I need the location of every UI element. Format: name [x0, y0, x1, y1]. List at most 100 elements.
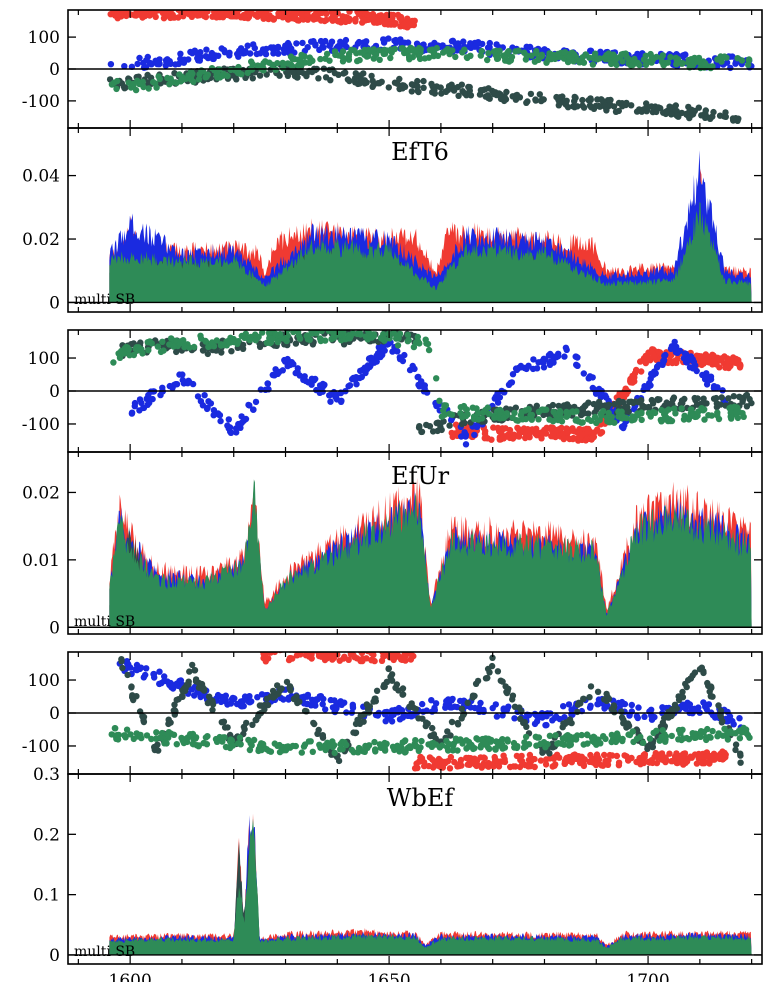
- scatter-point: [563, 425, 570, 432]
- panel-amplitude-1: 0.04 0.02 0 EfT6 multi SB: [22, 127, 763, 313]
- scatter-point: [222, 2, 228, 8]
- scatter-point: [573, 408, 580, 415]
- scatter-point: [322, 74, 330, 81]
- scatter-point: [252, 398, 260, 406]
- scatter-point: [528, 416, 535, 423]
- scatter-point: [425, 741, 432, 748]
- scatter-point: [624, 720, 632, 727]
- scatter-point: [176, 371, 183, 378]
- scatter-point: [580, 695, 587, 703]
- scatter-point: [287, 360, 294, 368]
- scatter-point: [482, 762, 489, 769]
- scatter-point: [727, 728, 734, 735]
- scatter-point: [498, 741, 506, 748]
- scatter-point: [160, 347, 167, 354]
- scatter-point: [414, 87, 421, 95]
- scatter-point: [392, 36, 399, 44]
- scatter-point: [202, 734, 210, 741]
- axes-frame: [67, 773, 763, 965]
- scatter-point: [646, 735, 654, 742]
- scatter-point: [329, 652, 336, 656]
- scatter-point: [380, 36, 387, 43]
- scatter-point: [227, 66, 234, 74]
- scatter-point: [332, 393, 339, 401]
- scatter-point: [446, 422, 453, 429]
- scatter-point: [637, 733, 644, 741]
- scatter-point: [533, 742, 540, 749]
- scatter-point: [249, 721, 256, 728]
- scatter-point: [543, 721, 550, 729]
- scatter-point: [317, 17, 325, 24]
- scatter-point: [654, 396, 662, 404]
- scatter-point: [223, 10, 230, 13]
- scatter-point: [638, 397, 645, 404]
- scatter-point: [618, 411, 625, 418]
- scatter-point: [737, 759, 744, 766]
- plot-area: [109, 477, 752, 628]
- panel-phase-3: 100 0 -100: [22, 651, 763, 775]
- scatter-point: [159, 338, 166, 345]
- scatter-point: [408, 88, 415, 95]
- y-tick-label: 0: [49, 382, 60, 402]
- scatter-point: [151, 674, 158, 681]
- scatter-point: [577, 426, 584, 433]
- y-tick-label: 100: [28, 28, 60, 48]
- scatter-point: [475, 416, 482, 423]
- scatter-point: [376, 741, 384, 748]
- panel-title: WbEf: [387, 784, 456, 812]
- scatter-point: [136, 11, 144, 18]
- scatter-point: [394, 11, 402, 19]
- scatter-point: [522, 743, 529, 750]
- scatter-point: [259, 330, 266, 336]
- scatter-point: [381, 347, 388, 354]
- scatter-point: [224, 337, 232, 345]
- scatter-point: [129, 10, 132, 11]
- scatter-point: [218, 349, 225, 356]
- scatter-point: [399, 691, 407, 698]
- panel-phase-2: 100 0 -100: [22, 329, 763, 453]
- scatter-point: [418, 737, 425, 745]
- scatter-point: [700, 358, 707, 365]
- scatter-point: [117, 12, 124, 19]
- scatter-point: [220, 718, 228, 725]
- scatter-point: [501, 433, 508, 441]
- corner-label: multi SB: [74, 614, 135, 630]
- scatter-point: [236, 734, 244, 741]
- scatter-point: [638, 368, 645, 375]
- scatter-point: [509, 371, 517, 378]
- scatter-point: [381, 744, 388, 751]
- scatter-point: [306, 59, 313, 66]
- scatter-point: [166, 341, 173, 348]
- scatter-point: [504, 738, 511, 745]
- scatter-point: [513, 752, 521, 760]
- scatter-point: [344, 14, 351, 22]
- scatter-point: [414, 333, 421, 341]
- scatter-point: [141, 12, 149, 20]
- corner-label: multi SB: [74, 944, 135, 960]
- scatter-point: [467, 755, 474, 762]
- scatter-point: [738, 729, 745, 736]
- scatter-point: [703, 759, 710, 766]
- series-green: [109, 479, 752, 628]
- scatter-point: [661, 352, 668, 360]
- scatter-point: [473, 405, 480, 412]
- scatter-point: [224, 422, 231, 429]
- scatter-point: [397, 38, 404, 45]
- scatter-point: [412, 47, 419, 54]
- scatter-point: [152, 13, 159, 21]
- scatter-point: [676, 347, 684, 354]
- scatter-point: [587, 417, 595, 424]
- scatter-point: [293, 40, 300, 47]
- scatter-point: [280, 46, 287, 53]
- scatter-point: [303, 70, 310, 78]
- scatter-point: [224, 724, 231, 731]
- scatter-point: [239, 3, 245, 9]
- scatter-point: [422, 336, 429, 343]
- scatter-point: [417, 754, 424, 761]
- scatter-point: [542, 761, 550, 768]
- scatter-point: [662, 414, 670, 421]
- scatter-point: [418, 428, 425, 436]
- scatter-point: [235, 740, 242, 747]
- scatter-point: [414, 83, 421, 90]
- scatter-point: [315, 75, 322, 82]
